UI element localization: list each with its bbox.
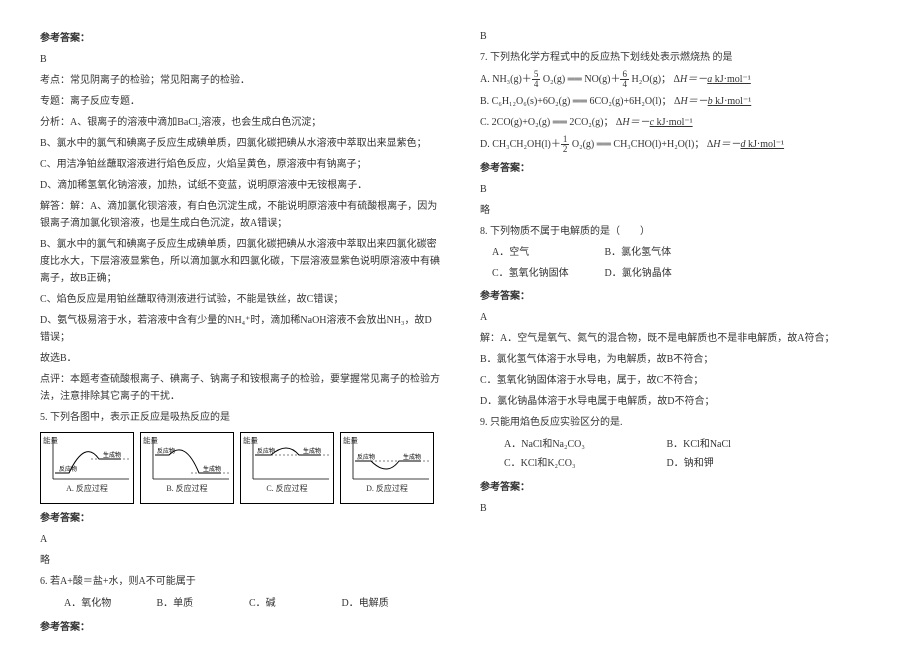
question-6: 6. 若A+酸＝盐+水，则A不可能属于 xyxy=(40,573,440,590)
brief: 略 xyxy=(40,552,440,569)
answer-heading: 参考答案： xyxy=(40,510,440,527)
q9-opt-c: C．KCl和K₂CO₃ xyxy=(504,454,664,473)
y-axis-label: 能量 xyxy=(243,435,258,446)
analysis-line: 考点：常见阴离子的检验；常见阳离子的检验． xyxy=(40,72,440,89)
answer-heading: 参考答案： xyxy=(40,30,440,47)
answer-heading: 参考答案： xyxy=(480,288,880,305)
energy-diagram-row: 能量 反应物 生成物 A. 反应过程 能量 反应物 生成物 B. 反应 xyxy=(40,432,440,504)
explain-8b: B．氯化氢气体溶于水导电，为电解质，故B不符合； xyxy=(480,351,880,368)
energy-diagram-d: 能量 反应物 生成物 D. 反应过程 xyxy=(340,432,434,504)
answer-5: A xyxy=(40,531,440,548)
brief: 略 xyxy=(480,202,880,219)
answer-6: B xyxy=(480,28,880,45)
q8-opt-c: C．氢氧化钠固体 xyxy=(492,265,602,282)
y-axis-label: 能量 xyxy=(143,435,158,446)
svg-text:生成物: 生成物 xyxy=(303,447,321,455)
x-axis-label: 反应过程 xyxy=(76,484,108,493)
explain-8d: D．氯化钠晶体溶于水导电属于电解质，故D不符合； xyxy=(480,393,880,410)
analysis-line: 点评：本题考查硫酸根离子、碘离子、钠离子和铵根离子的检验，要掌握常见离子的检验方… xyxy=(40,371,440,405)
q8-opt-d: D．氯化钠晶体 xyxy=(605,268,672,279)
q8-options-row1: A．空气 B．氯化氢气体 xyxy=(492,244,880,261)
answer-letter: B xyxy=(40,51,440,68)
chart-letter: A. xyxy=(66,484,74,493)
answer-heading: 参考答案： xyxy=(40,619,440,636)
answer-9: B xyxy=(480,500,880,517)
answer-7: B xyxy=(480,181,880,198)
svg-text:反应物: 反应物 xyxy=(157,447,175,455)
analysis-line: C、焰色反应是用铂丝蘸取待测液进行试验，不能是铁丝，故C错误； xyxy=(40,291,440,308)
explain-8a: 解：A．空气是氧气、氮气的混合物，既不是电解质也不是非电解质，故A符合； xyxy=(480,330,880,347)
q8-opt-b: B．氯化氢气体 xyxy=(605,247,672,258)
analysis-line: 分析：A、银离子的溶液中滴加BaCl₂溶液，也会生成白色沉淀； xyxy=(40,114,440,131)
q8-options-row2: C．氢氧化钠固体 D．氯化钠晶体 xyxy=(492,265,880,282)
q9-options: A．NaCl和Na₂CO₃ B．KCl和NaCl C．KCl和K₂CO₃ D．钠… xyxy=(504,435,880,473)
y-axis-label: 能量 xyxy=(43,435,58,446)
svg-text:生成物: 生成物 xyxy=(203,465,221,473)
q7-opt-d: D. CH₃CH₂OH(l)＋12 O₂(g) ══ CH₃CHO(l)+H₂O… xyxy=(480,135,880,154)
q6-options: A．氧化物 B．单质 C．碱 D．电解质 xyxy=(64,594,440,613)
q6-opt-d: D．电解质 xyxy=(342,594,432,613)
q7-opt-a: A. NH₃(g)＋54 O₂(g) ══ NO(g)＋64 H₂O(g)； Δ… xyxy=(480,70,880,89)
q9-opt-a: A．NaCl和Na₂CO₃ xyxy=(504,435,664,454)
q9-opt-b: B．KCl和NaCl xyxy=(667,435,827,454)
product-label: 生成物 xyxy=(103,451,121,459)
q6-opt-b: B．单质 xyxy=(157,594,247,613)
question-7: 7. 下列热化学方程式中的反应热下划线处表示燃烧热 的是 xyxy=(480,49,880,66)
right-column: B 7. 下列热化学方程式中的反应热下划线处表示燃烧热 的是 A. NH₃(g)… xyxy=(480,24,880,640)
q8-opt-a: A．空气 xyxy=(492,244,602,261)
answer-8: A xyxy=(480,309,880,326)
analysis-line: B、氯水中的氯气和碘离子反应生成碘单质，四氯化碳把碘从水溶液中萃取出来显紫色； xyxy=(40,135,440,152)
answer-heading: 参考答案： xyxy=(480,160,880,177)
svg-text:反应物: 反应物 xyxy=(257,447,275,455)
question-8: 8. 下列物质不属于电解质的是（ ） xyxy=(480,223,880,240)
answer-heading: 参考答案： xyxy=(480,479,880,496)
reactant-label: 反应物 xyxy=(59,465,77,473)
analysis-line: 故选B． xyxy=(40,350,440,367)
analysis-line: 专题：离子反应专题． xyxy=(40,93,440,110)
q7-opt-c: C. 2CO(g)+O₂(g) ══ 2CO₂(g)； ΔH＝－c kJ·mol… xyxy=(480,114,880,131)
q7-opt-b: B. C₆H₁₂O₆(s)+6O₂(g) ══ 6CO₂(g)+6H₂O(l)；… xyxy=(480,93,880,110)
y-axis-label: 能量 xyxy=(343,435,358,446)
analysis-line: D、氨气极易溶于水，若溶液中含有少量的NH₄⁺时，滴加稀NaOH溶液不会放出NH… xyxy=(40,312,440,346)
energy-diagram-b: 能量 反应物 生成物 B. 反应过程 xyxy=(140,432,234,504)
analysis-line: C、用洁净铂丝蘸取溶液进行焰色反应，火焰呈黄色，原溶液中有钠离子； xyxy=(40,156,440,173)
svg-text:反应物: 反应物 xyxy=(357,453,375,461)
analysis-line: B、氯水中的氯气和碘离子反应生成碘单质，四氯化碳把碘从水溶液中萃取出来四氯化碳密… xyxy=(40,236,440,287)
energy-diagram-a: 能量 反应物 生成物 A. 反应过程 xyxy=(40,432,134,504)
chart-letter: D. xyxy=(366,484,374,493)
energy-diagram-c: 能量 反应物 生成物 C. 反应过程 xyxy=(240,432,334,504)
q6-opt-c: C．碱 xyxy=(249,594,339,613)
chart-letter: B. xyxy=(166,484,173,493)
question-9: 9. 只能用焰色反应实验区分的是. xyxy=(480,414,880,431)
analysis-line: 解答：解：A、滴加氯化钡溶液，有白色沉淀生成，不能说明原溶液中有硫酸根离子，因为… xyxy=(40,198,440,232)
q9-opt-d: D．钠和钾 xyxy=(667,454,827,473)
q6-opt-a: A．氧化物 xyxy=(64,594,154,613)
chart-letter: C. xyxy=(266,484,273,493)
svg-text:生成物: 生成物 xyxy=(403,453,421,461)
left-column: 参考答案： B 考点：常见阴离子的检验；常见阳离子的检验． 专题：离子反应专题．… xyxy=(40,24,440,640)
question-5: 5. 下列各图中，表示正反应是吸热反应的是 xyxy=(40,409,440,426)
analysis-line: D、滴加稀氢氧化钠溶液，加热，试纸不变蓝，说明原溶液中无铵根离子． xyxy=(40,177,440,194)
explain-8c: C．氢氧化钠固体溶于水导电，属于，故C不符合； xyxy=(480,372,880,389)
